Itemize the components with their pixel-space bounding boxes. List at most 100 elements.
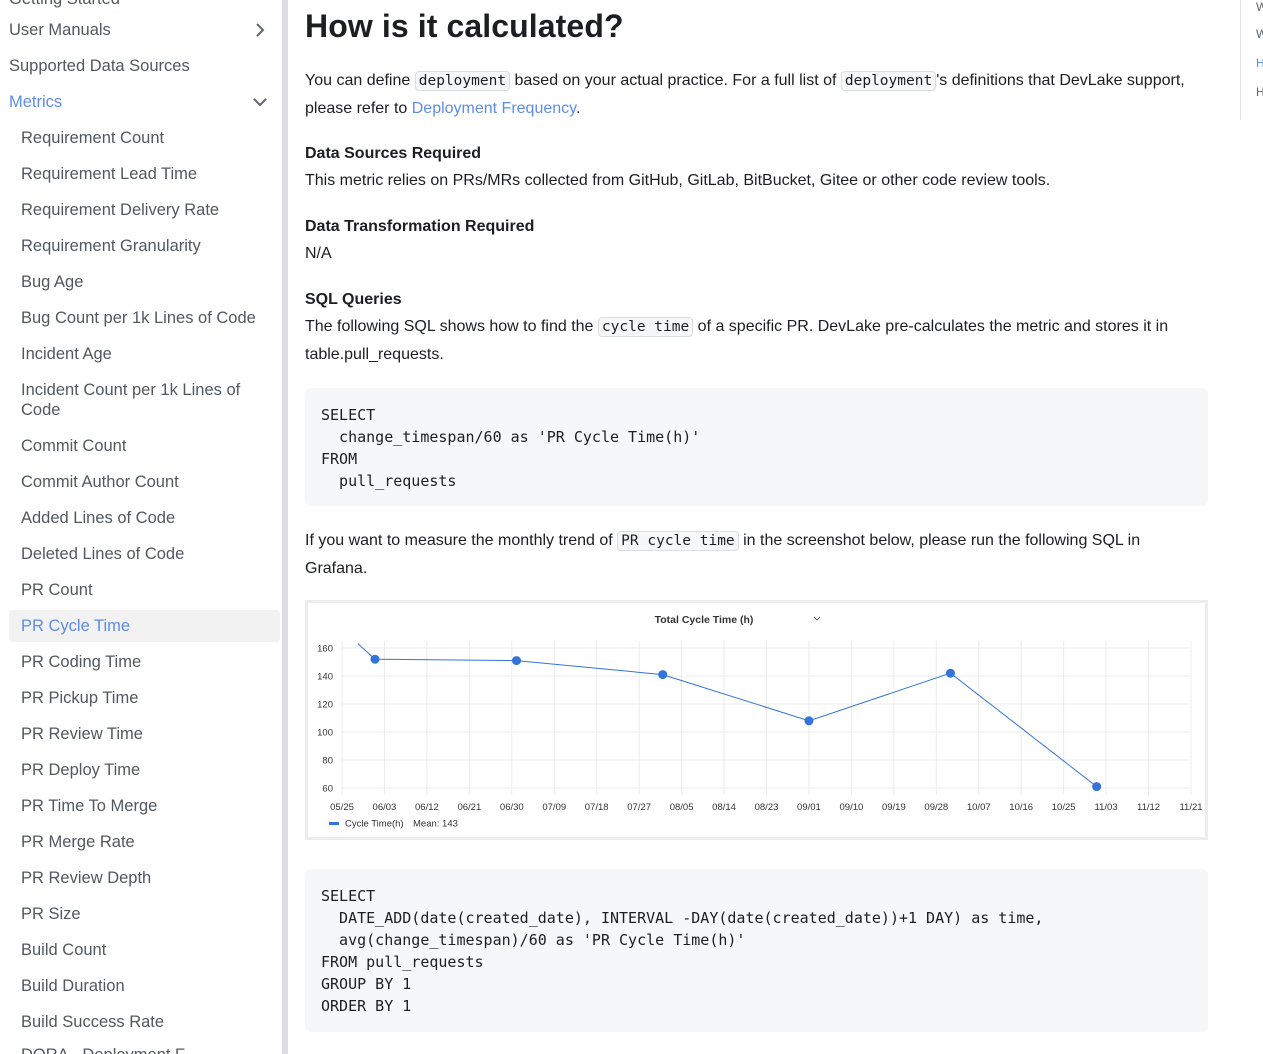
sidebar-item-pr-deploy-time[interactable]: PR Deploy Time bbox=[9, 754, 280, 786]
chart-x-tick-label: 07/09 bbox=[542, 802, 566, 813]
sidebar-item-label: PR Pickup Time bbox=[21, 688, 139, 707]
sidebar-item-requirement-count[interactable]: Requirement Count bbox=[9, 122, 280, 154]
sql-queries-heading: SQL Queries bbox=[305, 291, 402, 308]
data-sources-text: This metric relies on PRs/MRs collected … bbox=[305, 172, 1051, 189]
sidebar-item-label: Build Success Rate bbox=[21, 1012, 165, 1031]
sidebar-item-supported-data-sources[interactable]: Supported Data Sources bbox=[9, 50, 280, 82]
inline-code: PR cycle time bbox=[617, 531, 739, 551]
chart-data-point bbox=[804, 716, 814, 726]
sidebar-item-label: Incident Count per 1k Lines of Code bbox=[21, 381, 241, 419]
cycle-time-chart-image: Total Cycle Time (h) 05/25 06/03 06/12 06/2… bbox=[305, 600, 1208, 840]
chart-legend: Cycle Time(h) Mean: 143 bbox=[329, 819, 458, 830]
chart-x-tick-label: 08/14 bbox=[712, 802, 736, 813]
sidebar-item-label: Requirement Granularity bbox=[21, 236, 201, 255]
chart-x-tick-label: 07/27 bbox=[627, 802, 651, 813]
sidebar-item-build-count[interactable]: Build Count bbox=[9, 934, 280, 966]
cycle-time-chart: Total Cycle Time (h) 05/25 06/03 06/12 06/2… bbox=[317, 614, 1202, 830]
chevron-down-icon bbox=[813, 616, 821, 621]
sidebar-item-partial-top[interactable]: Getting Started bbox=[9, 0, 120, 9]
chevron-right-icon bbox=[256, 23, 265, 37]
data-transformation-text: N/A bbox=[305, 245, 332, 262]
sidebar-item-label: PR Cycle Time bbox=[21, 616, 131, 635]
chart-x-tick-label: 05/25 bbox=[330, 802, 354, 813]
chart-y-tick-label: 60 bbox=[322, 784, 333, 795]
legend-series-name: Cycle Time(h) bbox=[345, 819, 404, 830]
sidebar-item-pr-review-depth[interactable]: PR Review Depth bbox=[9, 862, 280, 894]
chart-x-tick-label: 09/01 bbox=[797, 802, 821, 813]
sidebar-item-commit-author-count[interactable]: Commit Author Count bbox=[9, 466, 280, 498]
sql-code-block-1[interactable]: SELECT change_timespan/60 as 'PR Cycle T… bbox=[305, 388, 1208, 506]
sidebar-item-pr-pickup-time[interactable]: PR Pickup Time bbox=[9, 682, 280, 714]
sidebar-item-requirement-granularity[interactable]: Requirement Granularity bbox=[9, 230, 280, 262]
sidebar-item-added-lines[interactable]: Added Lines of Code bbox=[9, 502, 280, 534]
sidebar-item-label: PR Time To Merge bbox=[21, 796, 158, 815]
chart-x-tick-label: 08/05 bbox=[670, 802, 694, 813]
chart-x-tick-label: 06/30 bbox=[500, 802, 524, 813]
sidebar-item-metrics[interactable]: Metrics bbox=[9, 86, 280, 118]
sidebar-item-requirement-delivery-rate[interactable]: Requirement Delivery Rate bbox=[9, 194, 280, 226]
sidebar-item-build-success-rate[interactable]: Build Success Rate bbox=[9, 1006, 280, 1038]
chart-y-tick-label: 140 bbox=[317, 672, 333, 683]
sidebar-item-bug-count[interactable]: Bug Count per 1k Lines of Code bbox=[9, 302, 280, 334]
sidebar-item-label: Supported Data Sources bbox=[9, 56, 190, 75]
sidebar-item-pr-merge-rate[interactable]: PR Merge Rate bbox=[9, 826, 280, 858]
chart-x-tick-label: 09/10 bbox=[840, 802, 864, 813]
chevron-down-icon bbox=[253, 98, 267, 107]
sidebar-item-label: Bug Count per 1k Lines of Code bbox=[21, 308, 256, 327]
sidebar-item-pr-cycle-time[interactable]: PR Cycle Time bbox=[9, 610, 280, 642]
toc-border bbox=[1240, 0, 1241, 120]
deployment-frequency-link[interactable]: Deployment Frequency bbox=[411, 100, 576, 117]
sidebar-item-label: Commit Count bbox=[21, 436, 127, 455]
sidebar-item-pr-count[interactable]: PR Count bbox=[9, 574, 280, 606]
sidebar-item-commit-count[interactable]: Commit Count bbox=[9, 430, 280, 462]
sidebar-item-deleted-lines[interactable]: Deleted Lines of Code bbox=[9, 538, 280, 570]
toc-item[interactable]: W bbox=[1256, 27, 1263, 41]
chart-x-tick-label: 11/21 bbox=[1179, 802, 1202, 813]
sidebar-item-pr-size[interactable]: PR Size bbox=[9, 898, 280, 930]
sidebar-item-label: PR Count bbox=[21, 580, 93, 599]
sidebar-item-label: Deleted Lines of Code bbox=[21, 544, 185, 563]
sidebar-item-bug-age[interactable]: Bug Age bbox=[9, 266, 280, 298]
sidebar-item-incident-count[interactable]: Incident Count per 1k Lines of Code bbox=[9, 376, 259, 424]
sidebar-item-label: Metrics bbox=[9, 92, 63, 111]
text: Grafana. bbox=[305, 560, 368, 577]
sidebar-item-pr-coding-time[interactable]: PR Coding Time bbox=[9, 646, 280, 678]
text: The following SQL shows how to find the bbox=[305, 318, 598, 335]
chart-data-point bbox=[1092, 782, 1102, 792]
data-transformation-heading: Data Transformation Required bbox=[305, 218, 535, 235]
sidebar-item-build-duration[interactable]: Build Duration bbox=[9, 970, 280, 1002]
page-title: How is it calculated? bbox=[305, 8, 624, 44]
sql-code-block-2[interactable]: SELECT DATE_ADD(date(created_date), INTE… bbox=[305, 869, 1208, 1032]
chart-data-point bbox=[512, 656, 522, 666]
sidebar-item-pr-time-to-merge[interactable]: PR Time To Merge bbox=[9, 790, 280, 822]
sidebar-item-partial-bottom[interactable]: DORA - Deployment F... bbox=[21, 1046, 197, 1054]
sidebar-item-requirement-lead-time[interactable]: Requirement Lead Time bbox=[9, 158, 280, 190]
text: 's definitions that DevLake support, bbox=[936, 72, 1185, 89]
chart-x-tick-label: 07/18 bbox=[585, 802, 609, 813]
chart-y-tick-label: 100 bbox=[317, 728, 333, 739]
toc-item-active[interactable]: H bbox=[1256, 56, 1263, 70]
sidebar-item-user-manuals[interactable]: User Manuals bbox=[9, 14, 280, 46]
toc-item[interactable]: H bbox=[1256, 85, 1263, 99]
sidebar-item-label: Bug Age bbox=[21, 272, 84, 291]
chart-y-tick-label: 120 bbox=[317, 700, 333, 711]
chart-x-tick-label: 10/25 bbox=[1052, 802, 1076, 813]
chart-x-tick-label: 06/21 bbox=[457, 802, 481, 813]
sidebar-item-pr-review-time[interactable]: PR Review Time bbox=[9, 718, 280, 750]
text: If you want to measure the monthly trend… bbox=[305, 532, 618, 549]
sidebar-scrollbar[interactable] bbox=[282, 0, 288, 1054]
text: You can define bbox=[305, 72, 415, 89]
chart-y-tick-label: 160 bbox=[317, 644, 333, 655]
text: please refer to bbox=[305, 100, 412, 117]
chart-x-tick-label: 10/16 bbox=[1009, 802, 1033, 813]
toc-item[interactable]: W bbox=[1256, 0, 1263, 14]
chart-x-tick-label: 09/28 bbox=[924, 802, 948, 813]
sidebar-item-label: Incident Age bbox=[21, 344, 112, 363]
sidebar-item-incident-age[interactable]: Incident Age bbox=[9, 338, 280, 370]
chart-title: Total Cycle Time (h) bbox=[655, 614, 754, 626]
chart-series bbox=[357, 643, 1102, 792]
inline-code: deployment bbox=[414, 71, 511, 91]
docs-sidebar: Getting Started User Manuals Supported D… bbox=[0, 0, 282, 1054]
text: in the screenshot below, please run the … bbox=[738, 532, 1141, 549]
sidebar-item-label: PR Coding Time bbox=[21, 652, 142, 671]
